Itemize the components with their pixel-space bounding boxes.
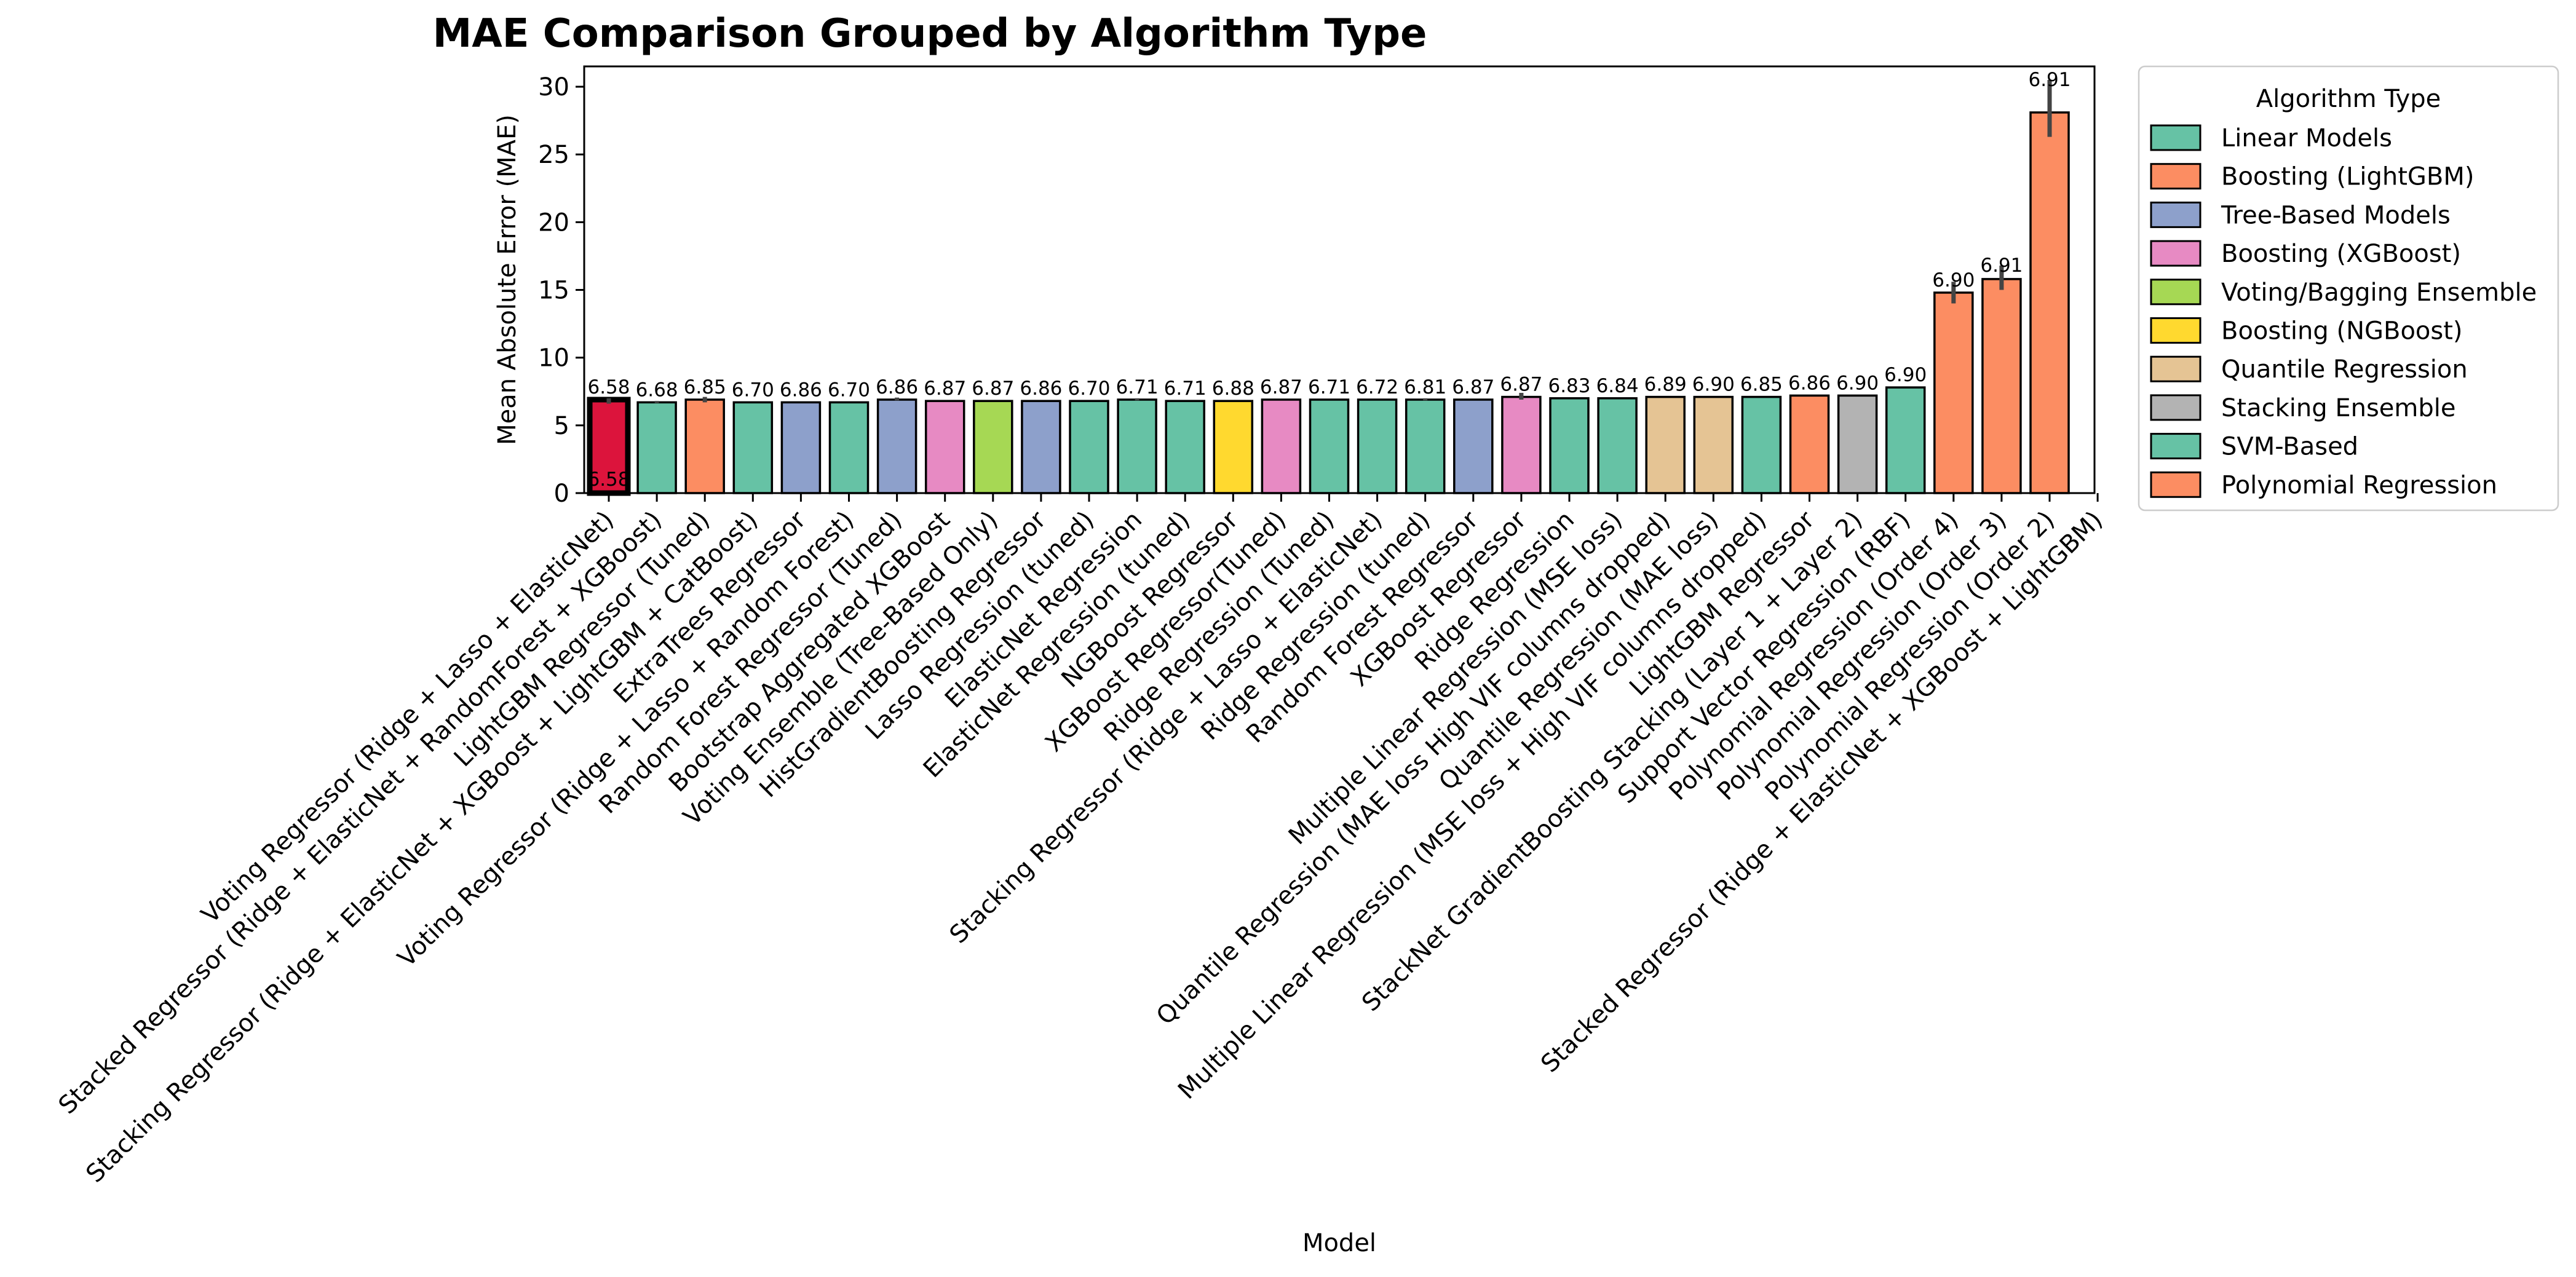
legend-frame [2138, 65, 2559, 512]
legend-entry-label: Polynomial Regression [2221, 471, 2497, 499]
data-label: 6.88 [1212, 378, 1254, 400]
data-label: 6.90 [1884, 364, 1927, 386]
legend-swatch [2150, 201, 2201, 228]
legend-swatch [2150, 433, 2201, 460]
data-label: 6.87 [924, 378, 966, 400]
legend-entry-label: Boosting (LightGBM) [2221, 163, 2474, 191]
legend: Algorithm Type Linear Models Boosting (Li… [2138, 65, 2559, 512]
data-label: 6.71 [1116, 376, 1159, 398]
legend-entry-label: Boosting (NGBoost) [2221, 317, 2463, 346]
legend-swatch [2150, 394, 2201, 421]
bar [876, 398, 917, 494]
bar [1213, 400, 1254, 494]
data-label: 6.71 [1308, 376, 1350, 398]
bar [1069, 400, 1109, 494]
data-label: 6.72 [1356, 376, 1398, 398]
bar [828, 401, 870, 494]
bar [924, 400, 965, 494]
y-tick-label: 0 [554, 480, 569, 508]
data-label: 6.87 [1500, 374, 1542, 396]
bar [1645, 395, 1686, 494]
legend-entry-label: Voting/Bagging Ensemble [2221, 279, 2537, 307]
data-label: 6.70 [1068, 378, 1110, 400]
bar [1165, 400, 1205, 494]
data-label: 6.90 [1836, 372, 1879, 394]
legend-swatch [2150, 279, 2201, 306]
data-label: 6.91 [2028, 69, 2071, 91]
bar [973, 400, 1013, 494]
bar [1021, 400, 1061, 494]
chart-title: MAE Comparison Grouped by Algorithm Type [433, 11, 1427, 57]
bar [1933, 291, 1974, 494]
bar [1117, 398, 1157, 494]
bar [1309, 398, 1350, 494]
bar [1837, 394, 1878, 494]
bar [1357, 398, 1398, 494]
bar [2029, 111, 2070, 494]
legend-swatch [2150, 317, 2201, 344]
legend-title: Algorithm Type [2256, 85, 2441, 113]
legend-swatch [2150, 124, 2201, 151]
bar [1405, 398, 1446, 494]
y-axis-label: Mean Absolute Error (MAE) [493, 114, 521, 445]
data-label: 6.84 [1596, 375, 1639, 397]
legend-entry-label: Linear Models [2221, 124, 2392, 152]
data-label: 6.89 [1644, 374, 1687, 396]
data-label: 6.70 [732, 379, 774, 401]
bar [732, 401, 774, 494]
bar [1261, 398, 1302, 494]
bar [780, 401, 822, 494]
data-label: 6.90 [1692, 374, 1735, 396]
data-label: 6.83 [1548, 375, 1590, 397]
legend-entry-label: Stacking Ensemble [2221, 394, 2455, 422]
bar [1885, 386, 1926, 494]
x-axis-label: Model [1302, 1229, 1376, 1257]
y-tick-label: 10 [538, 344, 569, 373]
data-label: 6.90 [1932, 269, 1975, 291]
data-label: 6.81 [1404, 376, 1446, 398]
data-label: 6.87 [972, 378, 1014, 400]
legend-swatch [2150, 355, 2201, 382]
y-tick-label: 15 [538, 277, 569, 305]
bar [684, 398, 725, 494]
y-tick-label: 25 [538, 141, 569, 169]
bar [1549, 397, 1590, 494]
highlight-data-label: 6.58 [587, 468, 630, 491]
data-label: 6.68 [636, 379, 678, 401]
bar [1501, 395, 1542, 494]
bar [1693, 395, 1734, 494]
data-label: 6.87 [1452, 376, 1494, 398]
bar [1453, 398, 1494, 494]
bar [1981, 278, 2022, 494]
data-label: 6.58 [587, 376, 630, 398]
data-label: 6.71 [1164, 378, 1207, 400]
data-label: 6.86 [780, 379, 822, 401]
legend-swatch [2150, 240, 2201, 267]
y-tick-label: 5 [554, 412, 569, 440]
data-label: 6.86 [1788, 372, 1831, 394]
legend-entry-label: Boosting (XGBoost) [2221, 240, 2461, 268]
data-label: 6.86 [876, 376, 918, 398]
y-tick-label: 20 [538, 208, 569, 237]
y-tick-label: 30 [538, 73, 569, 101]
bar [636, 401, 677, 494]
legend-swatch [2150, 163, 2201, 190]
data-label: 6.91 [1980, 255, 2023, 277]
data-label: 6.85 [1740, 374, 1783, 396]
bar [1597, 397, 1638, 494]
data-label: 6.87 [1260, 376, 1302, 398]
data-label: 6.85 [684, 376, 726, 398]
data-label: 6.86 [1020, 378, 1062, 400]
data-label: 6.70 [828, 379, 870, 401]
legend-entry-label: Tree-Based Models [2221, 201, 2451, 229]
plot-area-frame [583, 65, 2096, 494]
legend-entry-label: Quantile Regression [2221, 355, 2468, 384]
legend-swatch [2150, 471, 2201, 498]
legend-entry-label: SVM-Based [2221, 433, 2358, 461]
bar [1741, 395, 1782, 494]
bar [1789, 394, 1830, 494]
